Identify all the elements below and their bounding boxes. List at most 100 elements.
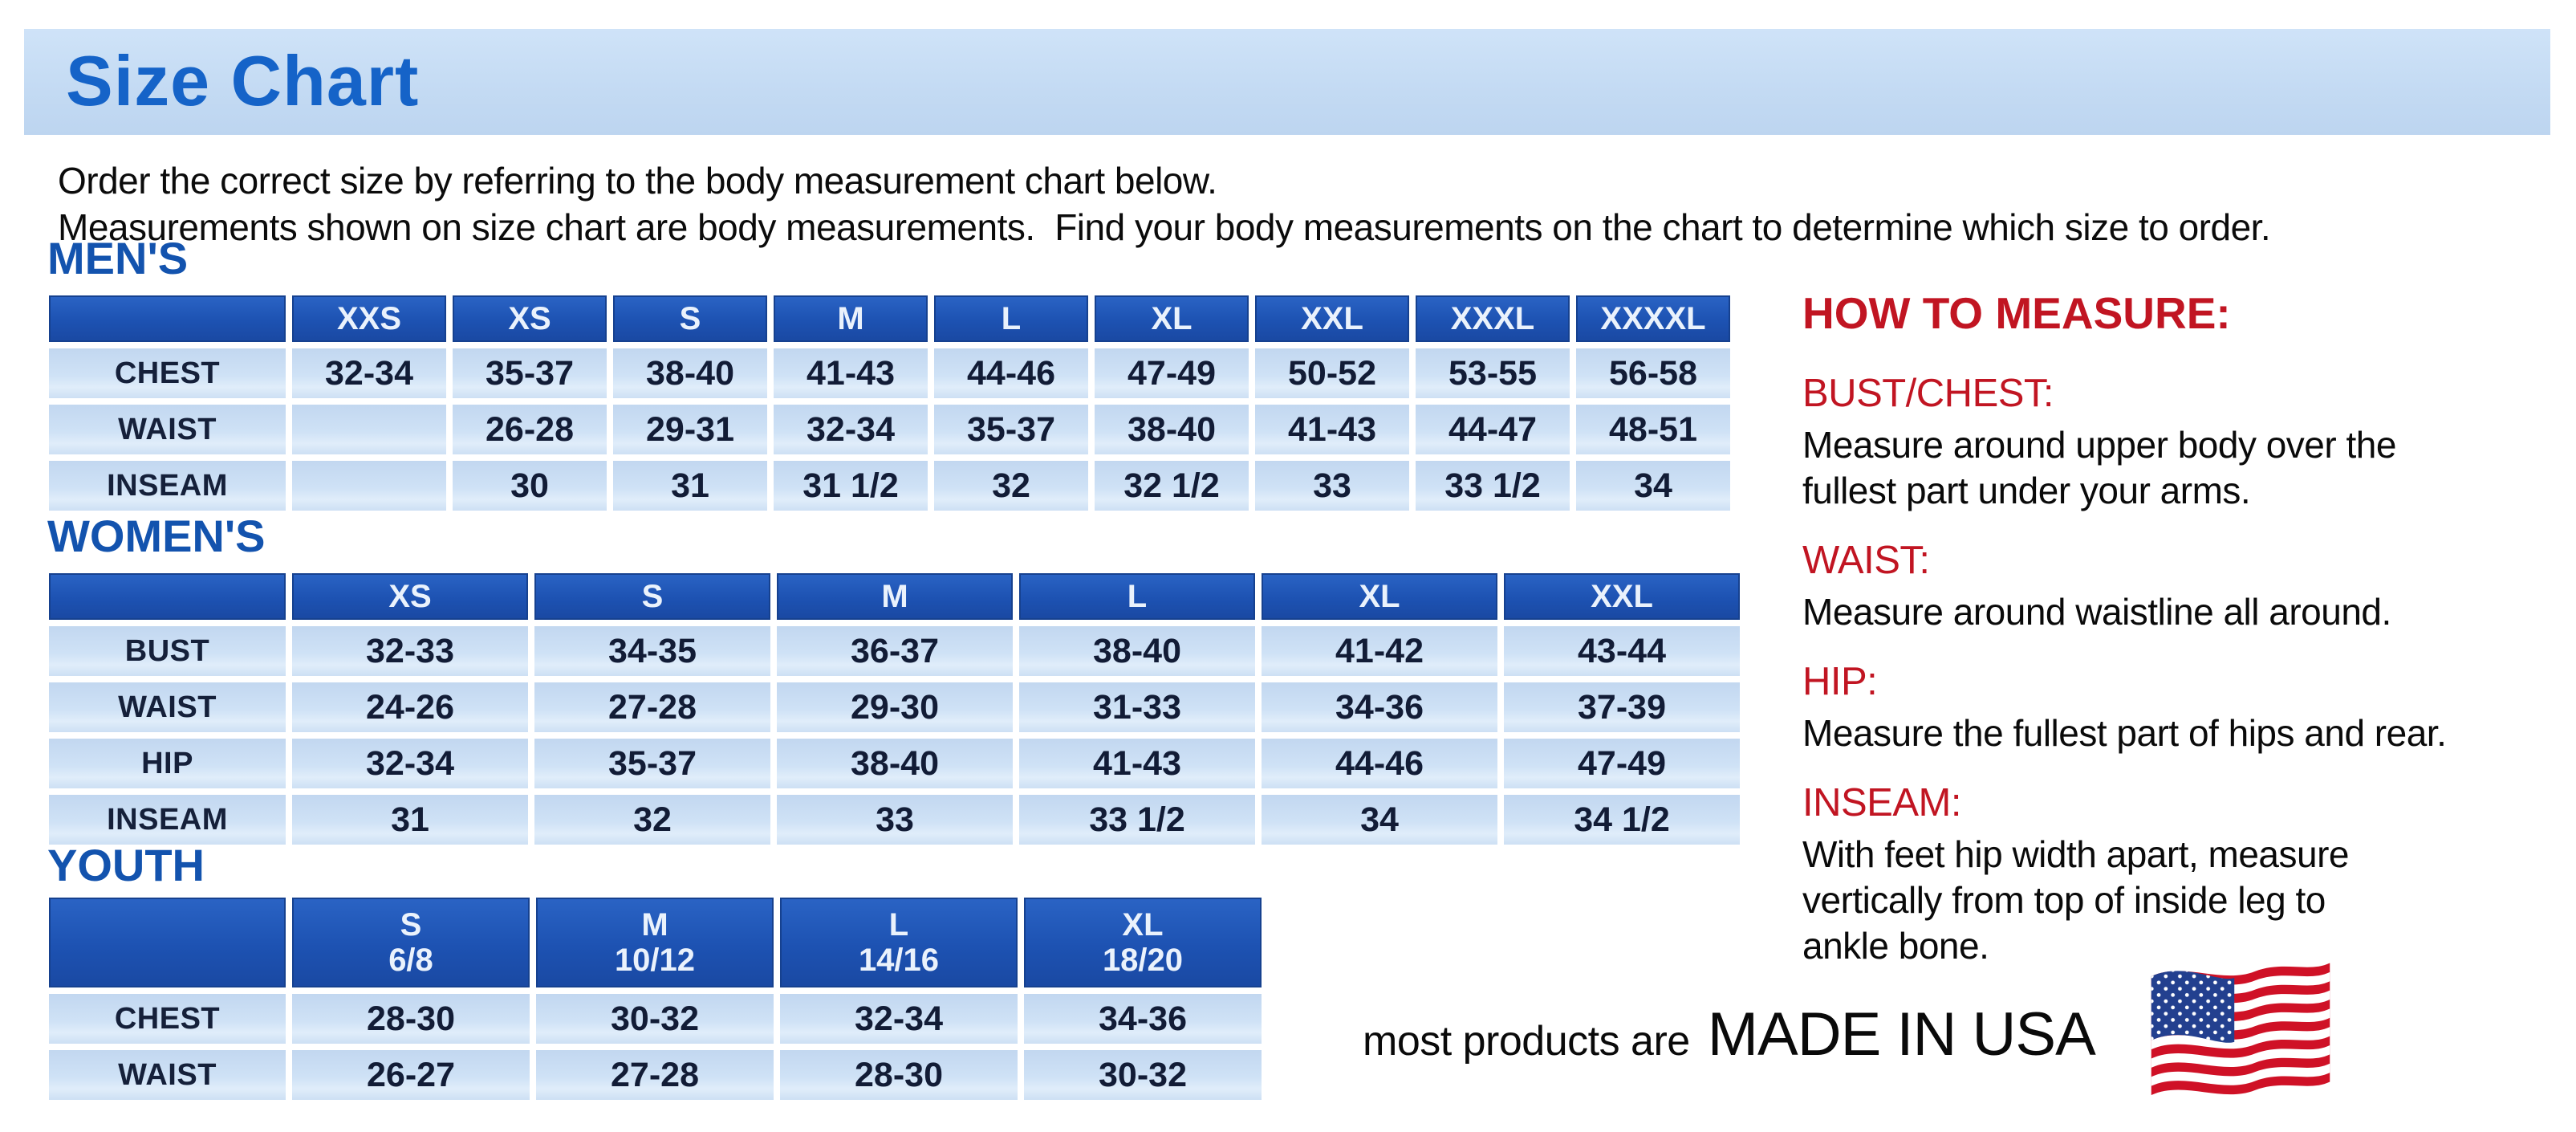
column-header: L — [934, 295, 1088, 342]
column-header: XXL — [1255, 295, 1409, 342]
size-value-cell: 33 — [777, 795, 1013, 845]
column-header: M — [774, 295, 928, 342]
size-value-cell: 31-33 — [1019, 682, 1255, 732]
mens-section: MEN'S XXS XS S M L XL XXL XXXL XXXXL CHEST 32-34 35… — [47, 233, 1730, 511]
row-label: WAIST — [49, 405, 286, 454]
measure-section-text: Measure around upper body over the fulle… — [1802, 424, 2396, 511]
size-value-cell: 47-49 — [1504, 739, 1740, 788]
row-label: CHEST — [49, 994, 286, 1044]
row-label: CHEST — [49, 348, 286, 398]
size-value-cell: 47-49 — [1095, 348, 1249, 398]
column-header: S — [613, 295, 767, 342]
size-value-cell — [292, 461, 446, 511]
size-value-cell: 31 1/2 — [774, 461, 928, 511]
size-value-cell: 41-43 — [774, 348, 928, 398]
title-bar: Size Chart — [24, 29, 2550, 135]
intro-text: Order the correct size by referring to t… — [58, 157, 2271, 250]
size-value-cell: 43-44 — [1504, 626, 1740, 676]
size-value-cell: 48-51 — [1576, 405, 1730, 454]
measure-section-label: BUST/CHEST: — [1802, 372, 2054, 415]
intro-line-2: Measurements shown on size chart are bod… — [58, 206, 2271, 248]
size-value-cell: 34-35 — [534, 626, 770, 676]
size-value-cell: 32-34 — [292, 739, 528, 788]
size-value-cell: 29-31 — [613, 405, 767, 454]
size-value-cell: 34-36 — [1262, 682, 1497, 732]
intro-line-1: Order the correct size by referring to t… — [58, 160, 1217, 202]
column-header-blank — [49, 573, 286, 620]
size-value-cell: 32 — [534, 795, 770, 845]
how-to-measure-list: BUST/CHEST: Measure around upper body ove… — [1802, 371, 2525, 969]
column-header: XS — [453, 295, 607, 342]
size-value-cell: 35-37 — [534, 739, 770, 788]
made-in-usa-banner: most products are MADE IN USA — [1363, 946, 2362, 1122]
how-to-measure-panel: HOW TO MEASURE: BUST/CHEST: Measure aroun… — [1802, 291, 2525, 969]
womens-size-table: XS S M L XL XXL BUST 32-33 34-35 36-37 38-40 41-42 4… — [49, 573, 1740, 845]
youth-heading: YOUTH — [47, 840, 205, 890]
size-value-cell: 30-32 — [1024, 1050, 1262, 1100]
made-in-usa-prefix: most products are — [1363, 1017, 1690, 1065]
row-label: BUST — [49, 626, 286, 676]
size-value-cell: 35-37 — [934, 405, 1088, 454]
row-label: WAIST — [49, 682, 286, 732]
column-header: XS — [292, 573, 528, 620]
size-value-cell: 32-33 — [292, 626, 528, 676]
row-label: HIP — [49, 739, 286, 788]
size-value-cell: 31 — [613, 461, 767, 511]
size-value-cell: 36-37 — [777, 626, 1013, 676]
column-header: XXXXL — [1576, 295, 1730, 342]
size-value-cell: 30 — [453, 461, 607, 511]
size-value-cell: 38-40 — [1095, 405, 1249, 454]
size-value-cell: 31 — [292, 795, 528, 845]
size-value-cell: 32 — [934, 461, 1088, 511]
column-header: XL — [1262, 573, 1497, 620]
how-to-measure-heading: HOW TO MEASURE: — [1802, 288, 2231, 338]
size-value-cell: 32-34 — [292, 348, 446, 398]
size-value-cell: 29-30 — [777, 682, 1013, 732]
womens-heading: WOMEN'S — [47, 511, 266, 561]
size-value-cell — [292, 405, 446, 454]
size-value-cell: 34 — [1576, 461, 1730, 511]
size-value-cell: 41-43 — [1255, 405, 1409, 454]
size-value-cell: 37-39 — [1504, 682, 1740, 732]
size-value-cell: 44-46 — [1262, 739, 1497, 788]
youth-section: YOUTH S 6/8 M 10/12 L 14/16 XL 18/20 CHEST 28… — [47, 840, 1262, 1100]
column-header: L — [1019, 573, 1255, 620]
size-value-cell: 38-40 — [613, 348, 767, 398]
size-value-cell: 32-34 — [780, 994, 1018, 1044]
size-value-cell: 38-40 — [777, 739, 1013, 788]
mens-heading: MEN'S — [47, 233, 189, 283]
size-value-cell: 44-46 — [934, 348, 1088, 398]
size-value-cell: 32-34 — [774, 405, 928, 454]
column-header: M 10/12 — [536, 898, 774, 987]
row-label: INSEAM — [49, 795, 286, 845]
column-header: M — [777, 573, 1013, 620]
size-value-cell: 41-42 — [1262, 626, 1497, 676]
column-header: L 14/16 — [780, 898, 1018, 987]
size-value-cell: 33 — [1255, 461, 1409, 511]
size-value-cell: 50-52 — [1255, 348, 1409, 398]
column-header: XXL — [1504, 573, 1740, 620]
column-header-blank — [49, 295, 286, 342]
measure-section-text: Measure the fullest part of hips and rea… — [1802, 712, 2447, 754]
size-value-cell: 56-58 — [1576, 348, 1730, 398]
made-in-usa-text: most products are MADE IN USA — [1363, 1000, 2096, 1069]
size-value-cell: 28-30 — [780, 1050, 1018, 1100]
measure-section-text: With feet hip width apart, measure verti… — [1802, 833, 2350, 967]
size-value-cell: 35-37 — [453, 348, 607, 398]
row-label: INSEAM — [49, 461, 286, 511]
size-value-cell: 27-28 — [534, 682, 770, 732]
size-value-cell: 30-32 — [536, 994, 774, 1044]
measure-section-text: Measure around waistline all around. — [1802, 591, 2391, 633]
column-header: XXS — [292, 295, 446, 342]
column-header: XL 18/20 — [1024, 898, 1262, 987]
size-value-cell: 44-47 — [1416, 405, 1570, 454]
column-header: XXXL — [1416, 295, 1570, 342]
column-header: S — [534, 573, 770, 620]
size-value-cell: 41-43 — [1019, 739, 1255, 788]
measure-section-label: WAIST: — [1802, 539, 1930, 582]
size-value-cell: 34-36 — [1024, 994, 1262, 1044]
size-value-cell: 28-30 — [292, 994, 530, 1044]
size-value-cell: 24-26 — [292, 682, 528, 732]
size-value-cell: 26-27 — [292, 1050, 530, 1100]
column-header: S 6/8 — [292, 898, 530, 987]
